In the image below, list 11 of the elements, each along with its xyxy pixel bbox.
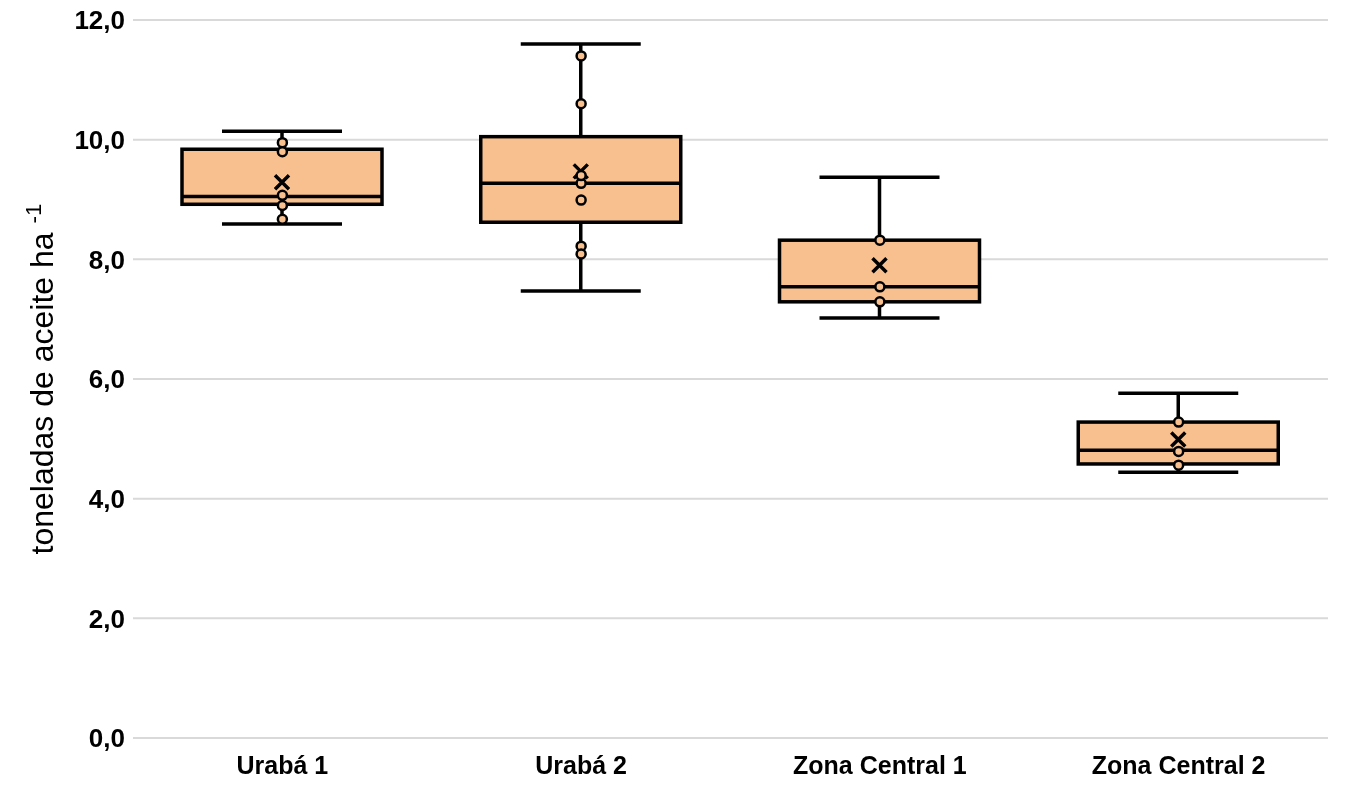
y-tick-label: 8,0 <box>88 244 125 275</box>
y-tick-label: 4,0 <box>88 483 125 514</box>
y-tick-label: 6,0 <box>88 364 125 395</box>
y-tick-label: 12,0 <box>74 5 125 36</box>
y-tick-label: 2,0 <box>88 603 125 634</box>
x-tick-label: Zona Central 2 <box>1091 750 1266 779</box>
y-tick-label: 0,0 <box>88 723 125 754</box>
x-tick-label: Urabá 2 <box>535 750 627 779</box>
x-tick-label: Urabá 1 <box>236 750 329 779</box>
x-tick-label: Zona Central 1 <box>793 750 967 779</box>
y-tick-label: 10,0 <box>74 124 125 155</box>
